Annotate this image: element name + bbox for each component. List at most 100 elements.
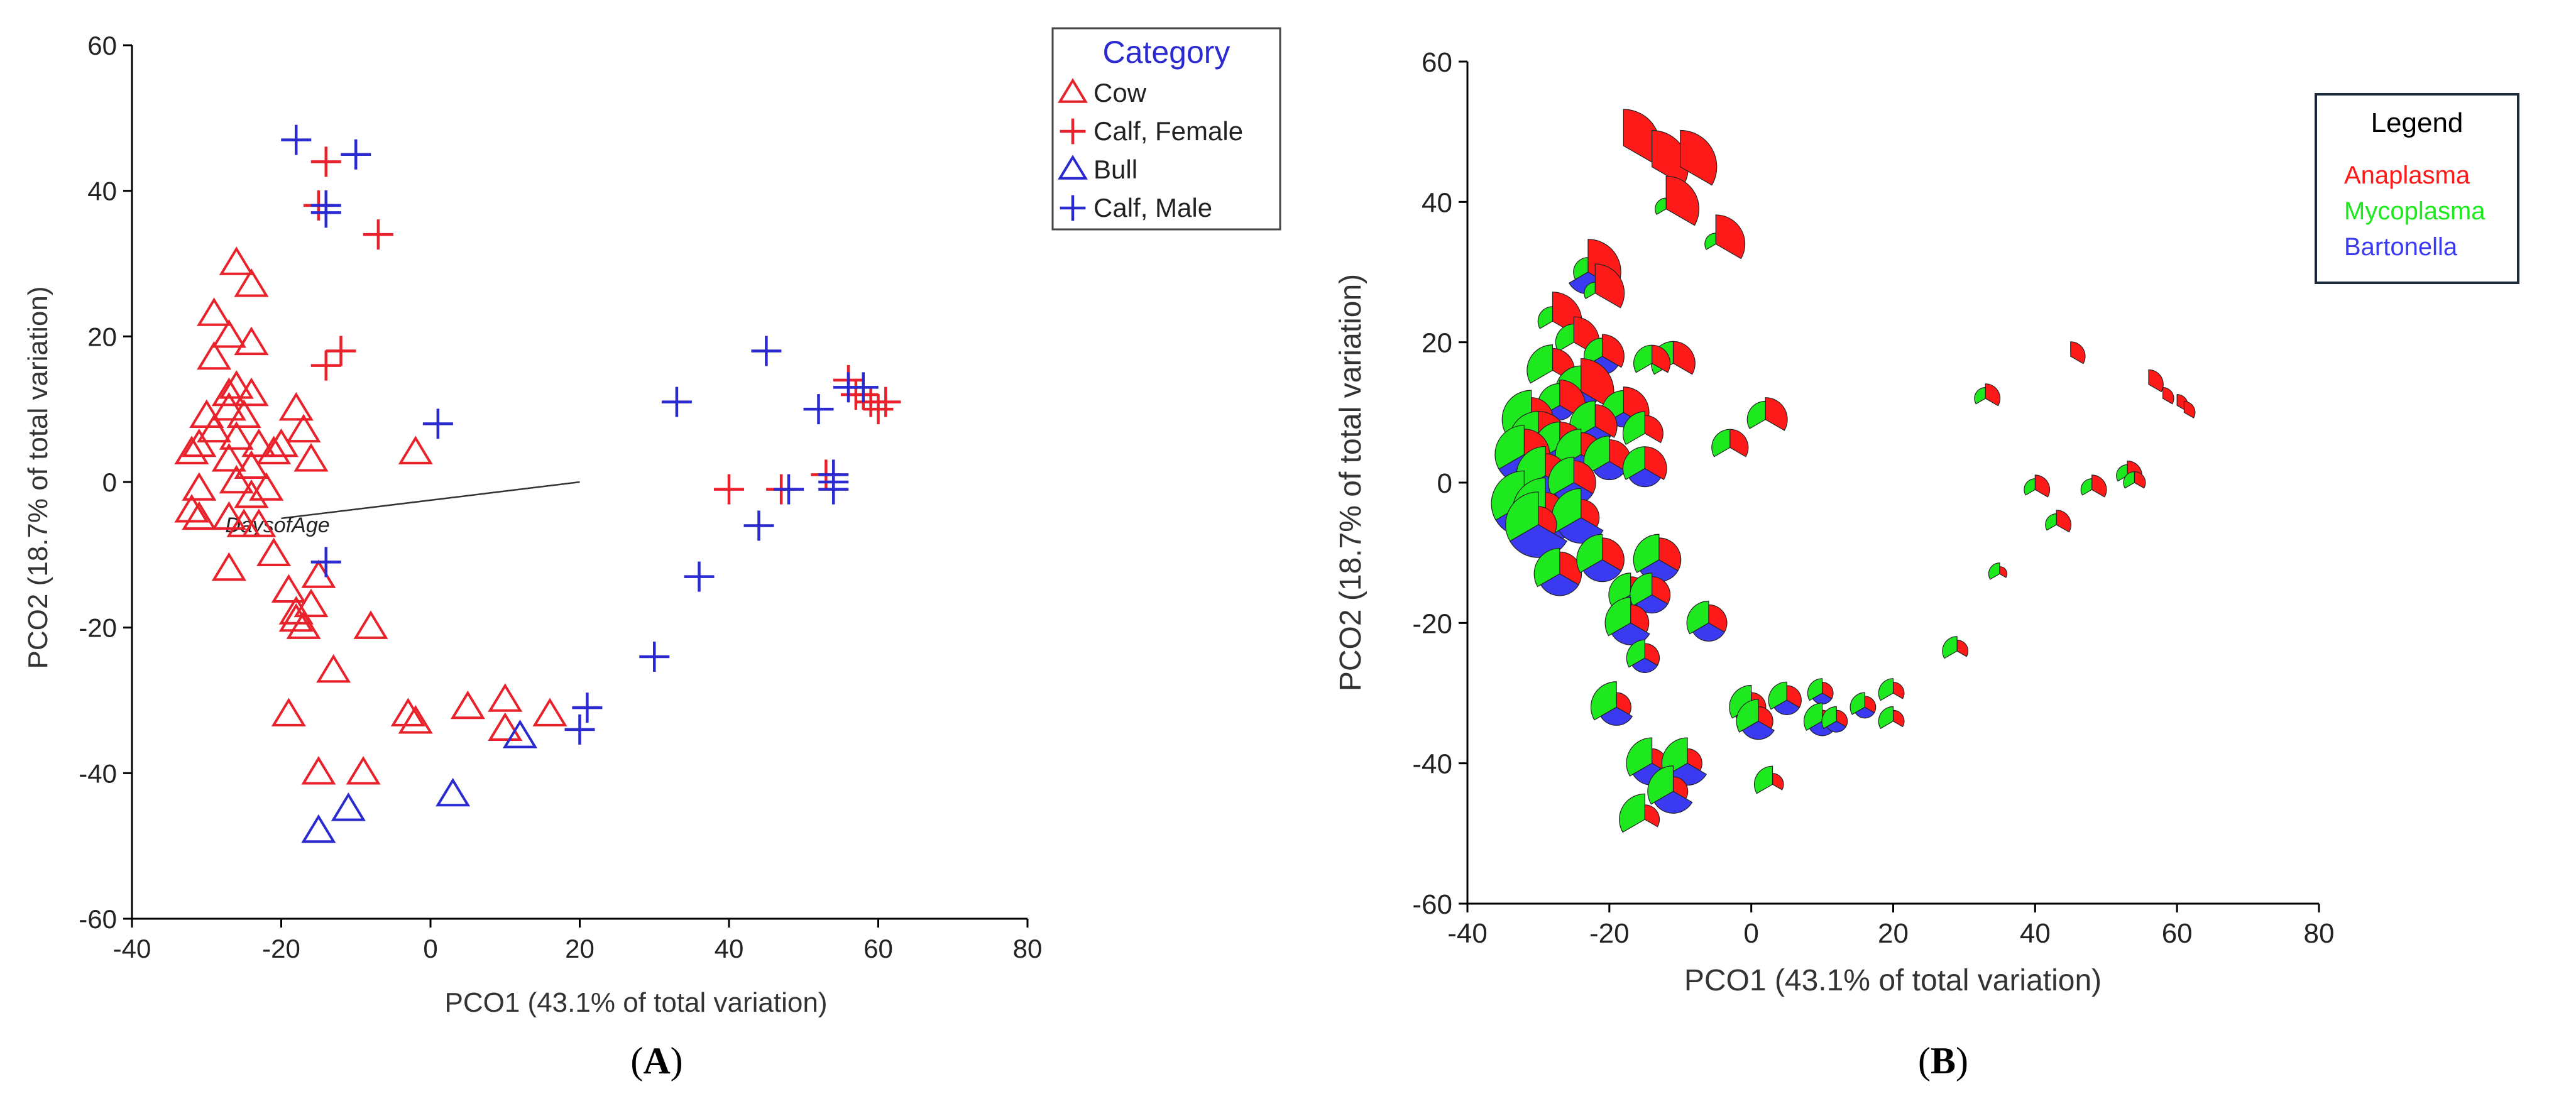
panel-b-x-tick-label: 60 <box>2162 918 2193 949</box>
panel-a-y-ticks: -60 -40 -20 0 20 40 60 <box>79 31 132 934</box>
panel-b-x-tick-label: -20 <box>1589 918 1630 949</box>
panel-b-segment-glyph <box>2070 341 2086 364</box>
panel-a-legend-entry: Calf, Female <box>1093 116 1243 146</box>
panel-a-point-cow <box>316 654 351 683</box>
panel-b-segment-glyph <box>1942 636 1969 659</box>
panel-a-point-calf-female <box>310 146 341 177</box>
panel-a-point-cow <box>182 428 217 457</box>
panel-a-point-calf-male <box>684 561 715 592</box>
panel-a-y-tick-label: 20 <box>87 322 117 351</box>
panel-b-segment-glyph <box>1619 793 1660 833</box>
panel-b-segment-glyph <box>1590 681 1633 726</box>
panel-a-point-cow <box>241 428 277 457</box>
panel-a-legend-marker <box>1058 78 1088 103</box>
panel-a-point-cow <box>488 712 523 742</box>
panel-a-point-calf-male <box>848 372 879 403</box>
panel-b-segment-glyph <box>1622 446 1667 488</box>
panel-a-point-cow <box>353 610 388 639</box>
panel-b-segment-glyph <box>1604 597 1650 645</box>
panel-b-y-tick-label: -20 <box>1412 608 1452 639</box>
panel-b-label-letter: B <box>1931 1040 1956 1081</box>
panel-b-y-ticks: -60 -40 -20 0 20 40 60 <box>1412 47 1467 920</box>
panel-a-point-calf-male <box>803 394 834 425</box>
panel-a-point-cow <box>211 501 246 530</box>
panel-a-point-cow <box>211 552 246 581</box>
panel-a-label: (A) <box>630 1040 682 1081</box>
panel-b-segment-glyph <box>1584 263 1625 309</box>
panel-a-x-axis-title: PCO1 (43.1% of total variation) <box>445 987 828 1018</box>
panel-b-x-tick-label: 0 <box>1743 918 1758 949</box>
panel-a-point-calf-male <box>572 693 603 723</box>
panel-b-segment-glyph <box>2148 369 2164 393</box>
panel-b-segment-glyph <box>1622 411 1663 446</box>
panel-a-point-calf-male <box>422 408 453 439</box>
panel-a-plot-area: DaysofAge <box>174 124 901 843</box>
panel-a-point-cow <box>234 377 269 407</box>
panel-a-y-tick-label: 40 <box>87 177 117 206</box>
panel-a-point-calf-female <box>714 474 744 505</box>
panel-a-point-cow <box>278 391 314 421</box>
panel-b-segment-glyph <box>2080 474 2107 498</box>
panel-b-segment-glyph <box>1821 706 1848 733</box>
panel-a-point-cow <box>241 508 277 537</box>
panel-b-segment-glyph <box>1633 534 1682 583</box>
panel-b-legend-entry: Bartonella <box>2344 233 2458 261</box>
panel-a-legend-marker <box>1058 155 1088 180</box>
panel-b-segment-glyph <box>1686 600 1728 642</box>
panel-a-x-tick-label: -40 <box>113 934 151 963</box>
panel-a-legend-entry: Bull <box>1093 155 1137 184</box>
panel-b-segment-glyph <box>1850 692 1877 719</box>
panel-a-point-cow <box>211 377 246 407</box>
panel-b-segment-glyph <box>2045 510 2071 533</box>
panel-a-point-calf-male <box>661 386 692 417</box>
panel-a-point-cow <box>286 413 321 443</box>
panel-a-y-tick-label: -60 <box>79 904 117 934</box>
panel-a-legend-title: Category <box>1103 35 1230 70</box>
panel-a-point-cow <box>219 421 254 450</box>
panel-b-x-ticks: -40 -20 0 20 40 60 80 <box>1447 904 2334 949</box>
panel-a-point-cow <box>197 341 232 370</box>
panel-b-legend-entry: Mycoplasma <box>2344 197 2486 225</box>
panel-a-point-cow <box>532 698 567 726</box>
panel-a-point-calf-male <box>341 139 371 170</box>
panel-a-point-cow <box>197 297 232 326</box>
panel-a-x-tick-label: -20 <box>262 934 300 963</box>
panel-a-point-cow <box>271 574 306 603</box>
panel-a-y-axis-title: PCO2 (18.7% of total variation) <box>23 287 53 669</box>
panel-a-point-cow <box>346 756 381 785</box>
panel-b-legend-title: Legend <box>2371 107 2464 138</box>
panel-a-point-calf-male <box>818 474 849 505</box>
panel-a-point-calf-male <box>743 510 774 541</box>
panel-b-plot-area <box>1491 109 2196 833</box>
panel-b-segment-glyph <box>1754 765 1784 794</box>
panel-a-y-tick-label: 60 <box>87 31 117 60</box>
panel-a-point-cow <box>219 370 254 399</box>
panel-a-point-cow <box>219 464 254 494</box>
panel-a-point-cow <box>182 501 217 530</box>
panel-b-segment-glyph <box>1988 562 2008 580</box>
panel-a-point-cow <box>398 435 433 464</box>
panel-a-x-ticks: -40 -20 0 20 40 60 80 <box>113 919 1042 963</box>
panel-a-vector-line <box>281 481 580 520</box>
panel-a-x-tick-label: 0 <box>423 934 437 963</box>
panel-a-point-bull <box>301 814 336 843</box>
panel-a-point-calf-female <box>363 219 393 250</box>
panel-b-x-tick-label: 80 <box>2304 918 2335 949</box>
panel-b-x-axis-title: PCO1 (43.1% of total variation) <box>1684 964 2102 997</box>
panel-b-segment-glyph <box>1768 681 1802 715</box>
panel-b-segment-glyph <box>2162 386 2174 405</box>
panel-a-point-cow <box>234 326 269 356</box>
panel-a-x-tick-label: 40 <box>715 934 744 963</box>
panel-a-point-bull <box>436 777 471 807</box>
panel-b-x-tick-label: 20 <box>1878 918 1909 949</box>
panel-a-legend-entry: Cow <box>1093 78 1147 107</box>
panel-b-y-axis-title: PCO2 (18.7% of total variation) <box>1334 274 1367 691</box>
panel-b-segment-glyph <box>1633 344 1671 373</box>
panel-b-y-tick-label: 20 <box>1422 328 1452 359</box>
panel-a-point-cow <box>211 391 246 421</box>
panel-b-segment-glyph <box>1630 572 1671 614</box>
panel-a-point-cow <box>249 472 284 501</box>
panel-a-point-cow <box>278 603 314 632</box>
panel-a-y-tick-label: 0 <box>102 468 117 497</box>
